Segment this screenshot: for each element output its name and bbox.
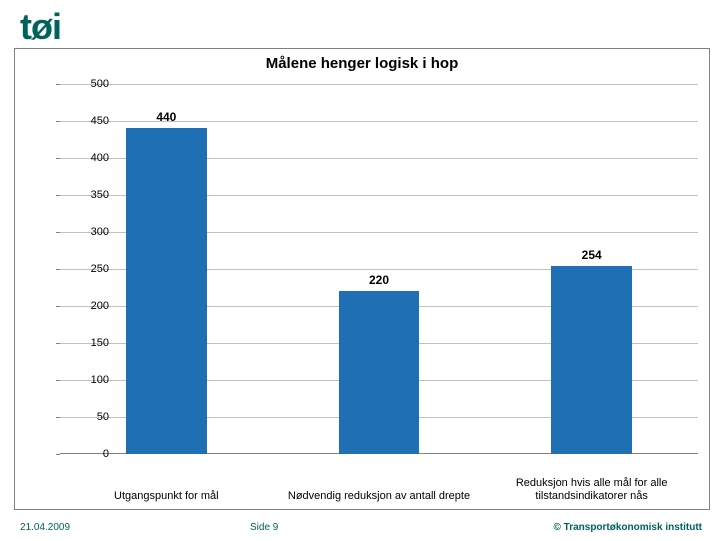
y-tick-label: 0 (69, 448, 109, 460)
y-tick-mark (56, 417, 60, 418)
y-tick-label: 350 (69, 189, 109, 201)
bar-value-label: 220 (369, 273, 389, 287)
bar (339, 291, 420, 454)
x-category-label: Reduksjon hvis alle mål for alle tilstan… (490, 477, 693, 503)
slide-page: tøi Målene henger logisk i hop 440 220 254… (0, 0, 722, 541)
footer-copyright: © Transportøkonomisk institutt (554, 522, 703, 533)
footer-date: 21.04.2009 (20, 522, 70, 533)
y-tick-mark (56, 84, 60, 85)
y-tick-label: 100 (69, 374, 109, 386)
chart-frame: Målene henger logisk i hop 440 220 254 0 50… (14, 48, 710, 510)
bar (551, 266, 632, 454)
x-category-label: Nødvendig reduksjon av antall drepte (278, 490, 481, 503)
y-tick-mark (56, 343, 60, 344)
y-tick-mark (56, 158, 60, 159)
y-tick-mark (56, 380, 60, 381)
y-tick-label: 200 (69, 300, 109, 312)
bar (126, 128, 207, 454)
y-tick-mark (56, 195, 60, 196)
footer: 21.04.2009 Side 9 © Transportøkonomisk i… (20, 522, 702, 533)
gridline (60, 84, 698, 85)
y-tick-mark (56, 121, 60, 122)
y-tick-label: 150 (69, 337, 109, 349)
y-tick-mark (56, 454, 60, 455)
y-tick-label: 450 (69, 115, 109, 127)
footer-slide: Side 9 (250, 522, 278, 533)
bar-value-label: 440 (156, 110, 176, 124)
y-tick-label: 50 (69, 411, 109, 423)
logo-text: tøi (20, 6, 61, 48)
y-tick-mark (56, 269, 60, 270)
y-tick-mark (56, 232, 60, 233)
y-tick-label: 500 (69, 78, 109, 90)
y-tick-label: 400 (69, 152, 109, 164)
y-tick-label: 250 (69, 263, 109, 275)
x-category-label: Utgangspunkt for mål (65, 490, 268, 503)
y-tick-mark (56, 306, 60, 307)
chart-title: Målene henger logisk i hop (15, 55, 709, 72)
plot-area: 440 220 254 (60, 84, 698, 454)
bar-value-label: 254 (582, 248, 602, 262)
y-tick-label: 300 (69, 226, 109, 238)
